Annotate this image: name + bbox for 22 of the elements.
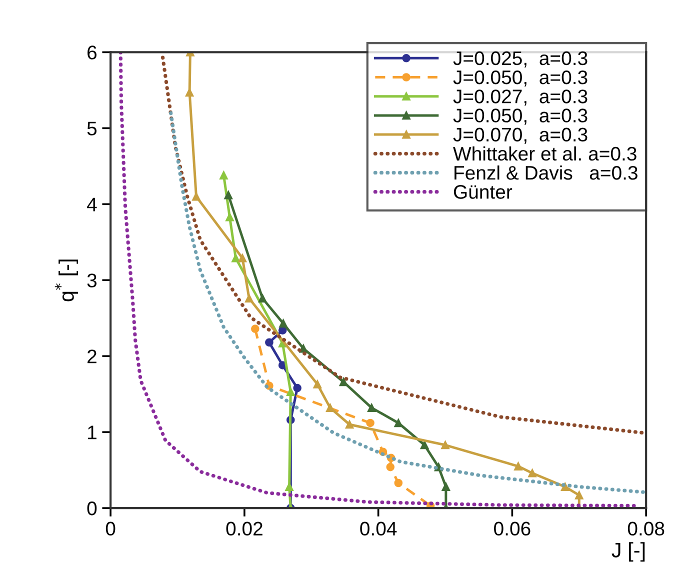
legend-label: Günter [454, 185, 512, 199]
y-tick-label: 3 [87, 274, 97, 288]
y-tick-label: 4 [87, 198, 97, 212]
legend-label: J=0.050, a=0.3 [453, 108, 588, 125]
x-tick-label: 0.04 [360, 522, 397, 536]
legend-label: J=0.025, a=0.3 [453, 51, 588, 68]
legend-label: J=0.050, a=0.3 [453, 70, 588, 87]
x-tick-label: 0.02 [226, 522, 262, 536]
x-axis-title: J [-] [612, 542, 645, 562]
x-tick-label: 0 [106, 522, 116, 536]
legend-label: Whittaker et al. a=0.3 [453, 146, 636, 161]
x-tick-label: 0.08 [628, 522, 664, 536]
x-tick-label: 0.06 [494, 522, 530, 536]
y-tick-label: 0 [87, 502, 97, 516]
y-tick-label: 5 [87, 122, 97, 136]
y-tick-label: 6 [88, 46, 97, 60]
y-tick-label: 1 [88, 426, 96, 440]
legend-label: J=0.070, a=0.3 [453, 128, 588, 144]
legend-label: J=0.027, a=0.3 [453, 90, 588, 106]
legend-label: Fenzl & Davis a=0.3 [454, 165, 638, 180]
y-tick-label: 2 [88, 350, 96, 364]
y-axis-title: q$^{*}$ [-] [54, 260, 78, 302]
